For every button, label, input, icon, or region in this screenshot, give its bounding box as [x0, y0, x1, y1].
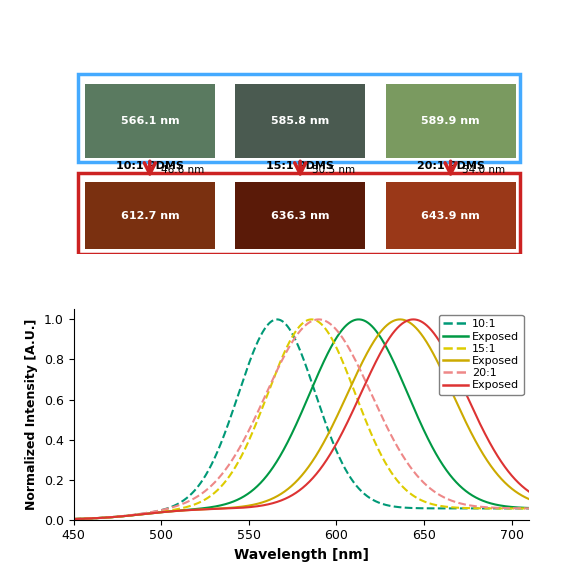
Exposed	[279, 447, 286, 454]
20:1	[93, 515, 101, 522]
Line: 20:1: 20:1	[74, 319, 529, 519]
Text: 612.7 nm: 612.7 nm	[121, 210, 179, 221]
Exposed	[429, 328, 436, 335]
10:1	[273, 316, 280, 323]
Exposed	[513, 488, 520, 495]
Exposed	[513, 488, 520, 495]
Line: 10:1: 10:1	[74, 319, 529, 519]
Legend: 10:1, Exposed, 15:1, Exposed, 20:1, Exposed: 10:1, Exposed, 15:1, Exposed, 20:1, Expo…	[439, 315, 524, 395]
Text: 46.6 nm: 46.6 nm	[161, 165, 205, 175]
Text: 566.1 nm: 566.1 nm	[121, 116, 179, 126]
Bar	[235, 84, 365, 158]
Exposed	[93, 515, 101, 522]
Bar	[386, 84, 516, 158]
10:1	[429, 505, 436, 512]
Exposed	[513, 504, 520, 511]
Exposed	[292, 479, 299, 486]
20:1	[315, 316, 322, 323]
Exposed	[93, 515, 101, 522]
Bar	[85, 182, 215, 249]
Text: 15:1 PDMS: 15:1 PDMS	[266, 161, 334, 171]
20:1	[526, 505, 533, 512]
Exposed	[93, 515, 101, 522]
10:1	[292, 336, 299, 343]
15:1	[429, 500, 436, 507]
20:1	[70, 516, 77, 523]
15:1	[292, 329, 299, 336]
15:1	[93, 515, 101, 522]
Exposed	[279, 496, 286, 503]
10:1	[526, 505, 533, 512]
Text: 20:1 PDMS: 20:1 PDMS	[417, 161, 485, 171]
15:1	[308, 316, 315, 323]
Exposed	[70, 516, 77, 523]
10:1	[70, 516, 77, 523]
Exposed	[513, 477, 520, 484]
Text: 10:1 PDMS: 10:1 PDMS	[116, 161, 184, 171]
Bar	[78, 173, 520, 254]
X-axis label: Wavelength [nm]: Wavelength [nm]	[234, 548, 369, 562]
Exposed	[429, 444, 436, 451]
Exposed	[429, 349, 436, 356]
Line: Exposed: Exposed	[74, 319, 529, 519]
Exposed	[410, 316, 417, 323]
Exposed	[292, 423, 299, 430]
10:1	[280, 318, 287, 325]
Line: 15:1: 15:1	[74, 319, 529, 519]
Exposed	[355, 316, 362, 323]
10:1	[513, 505, 520, 512]
20:1	[513, 505, 520, 512]
15:1	[279, 352, 286, 359]
10:1	[513, 505, 520, 512]
15:1	[513, 505, 520, 512]
15:1	[70, 516, 77, 523]
15:1	[513, 505, 520, 512]
Text: 636.3 nm: 636.3 nm	[271, 210, 329, 221]
Bar	[78, 74, 520, 162]
Exposed	[396, 316, 403, 323]
20:1	[429, 487, 436, 494]
Exposed	[513, 477, 520, 484]
Exposed	[292, 490, 299, 497]
20:1	[513, 505, 520, 512]
20:1	[292, 334, 299, 341]
Exposed	[526, 505, 533, 512]
Y-axis label: Normalized Intensity [A.U.]: Normalized Intensity [A.U.]	[25, 319, 38, 510]
Exposed	[513, 504, 520, 511]
Exposed	[279, 489, 286, 496]
Bar	[235, 182, 365, 249]
Line: Exposed: Exposed	[74, 319, 529, 519]
Text: 643.9 nm: 643.9 nm	[421, 210, 480, 221]
Text: 585.8 nm: 585.8 nm	[271, 116, 329, 126]
15:1	[526, 505, 533, 512]
Exposed	[70, 516, 77, 523]
Bar	[85, 84, 215, 158]
Exposed	[70, 516, 77, 523]
Exposed	[526, 496, 533, 503]
20:1	[279, 355, 286, 362]
Text: 50.5 nm: 50.5 nm	[312, 165, 355, 175]
Text: 589.9 nm: 589.9 nm	[421, 116, 480, 126]
Text: 54.0 nm: 54.0 nm	[462, 165, 505, 175]
Line: Exposed: Exposed	[74, 319, 529, 519]
Exposed	[526, 488, 533, 495]
Bar	[386, 182, 516, 249]
10:1	[93, 515, 101, 522]
